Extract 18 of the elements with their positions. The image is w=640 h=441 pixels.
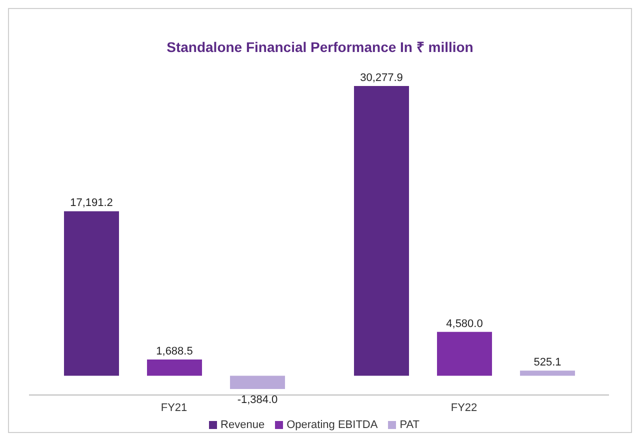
chart-title: Standalone Financial Performance In ₹ million bbox=[166, 38, 474, 56]
bar bbox=[147, 360, 202, 376]
bar bbox=[354, 86, 409, 376]
legend-label: Operating EBITDA bbox=[286, 419, 378, 431]
data-label: -1,384.0 bbox=[237, 394, 278, 406]
x-tick-label: FY22 bbox=[450, 402, 478, 414]
data-label: 1,688.5 bbox=[156, 346, 193, 358]
data-label: 525.1 bbox=[534, 356, 562, 369]
x-tick-label: FY21 bbox=[160, 402, 188, 414]
bar bbox=[437, 332, 492, 376]
data-label: 4,580.0 bbox=[446, 318, 483, 330]
bar bbox=[64, 211, 119, 376]
legend-label: Revenue bbox=[220, 419, 265, 431]
data-label: 17,191.2 bbox=[70, 197, 113, 210]
bar bbox=[230, 376, 285, 389]
legend-label: PAT bbox=[400, 419, 420, 431]
data-label: 30,277.9 bbox=[360, 72, 403, 84]
bar bbox=[520, 370, 575, 376]
